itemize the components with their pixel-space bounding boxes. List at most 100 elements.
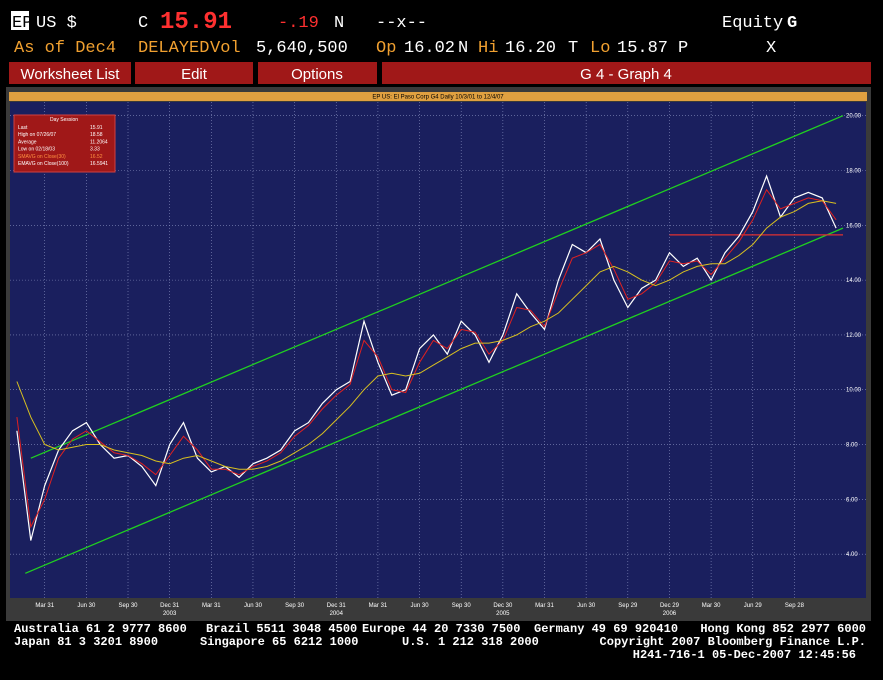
chart-title: EP US: El Paso Corp G4 Daily 10/3/01 to … <box>372 95 504 101</box>
y-tick-label: 18.00 <box>846 169 862 175</box>
footer-text: Europe 44 20 7330 7500 <box>362 622 520 636</box>
menu-label[interactable]: Edit <box>181 66 208 83</box>
series-line <box>16 188 837 529</box>
info-value: 3.33 <box>90 147 100 153</box>
x-year-label: 2003 <box>163 611 177 617</box>
chart-title-bar <box>9 92 867 101</box>
x-tick-label: Dec 29 <box>660 603 680 609</box>
as-of: As of Dec4 <box>14 39 116 58</box>
status: DELAYED <box>138 39 209 58</box>
ticker-box <box>11 11 29 30</box>
menu-button[interactable] <box>9 62 131 84</box>
info-label: Average <box>18 139 37 145</box>
trendline <box>30 115 844 459</box>
screen-title: G 4 - Graph 4 <box>580 66 672 83</box>
footer-text: Singapore 65 6212 1000 <box>200 635 358 649</box>
info-label: Last <box>18 125 28 131</box>
y-tick-label: 6.00 <box>846 497 858 503</box>
info-value: 11.2064 <box>90 139 108 145</box>
info-box-panel <box>13 114 116 173</box>
x-tick-label: Mar 31 <box>202 603 221 609</box>
chart: 4.00 6.00 8.00 10.00 12.00 14.00 16.00 18.00 20.… <box>10 102 866 617</box>
x-tick-label: Dec 31 <box>160 603 180 609</box>
menu-button[interactable] <box>258 62 377 84</box>
info-label: EMAVG on Close(100) <box>18 161 69 167</box>
plot-area <box>10 102 866 598</box>
info-title: Day Session <box>50 117 78 123</box>
trendline <box>25 227 844 574</box>
close-flag: N <box>334 14 344 33</box>
y-tick-label: 20.00 <box>846 114 862 120</box>
open: 16.02 <box>404 39 455 58</box>
footer-text: Copyright 2007 Bloomberg Finance L.P. <box>600 635 866 649</box>
close-price: 15.91 <box>160 9 232 36</box>
high-label: Hi <box>478 39 498 58</box>
x-tick-label: Sep 30 <box>118 603 138 609</box>
x-tick-label: Dec 30 <box>493 603 513 609</box>
menu-bar: Worksheet List Edit Options G 4 - Graph … <box>9 62 871 84</box>
volume: 5,640,500 <box>256 39 348 58</box>
x-tick-label: Jun 30 <box>244 603 263 609</box>
y-tick-label: 4.00 <box>846 552 858 558</box>
y-tick-label: 8.00 <box>846 443 858 449</box>
x-year-label: 2006 <box>663 611 677 617</box>
screen-title-bar <box>382 62 871 84</box>
x-tick-label: Mar 30 <box>702 603 721 609</box>
vol-label: Vol <box>210 39 241 58</box>
info-box: Day Session Last 15.91 High on 07/26/07 18.… <box>13 114 116 173</box>
x-tick-label: Mar 31 <box>369 603 388 609</box>
y-tick-label: 14.00 <box>846 278 862 284</box>
footer-text: Japan 81 3 3201 8900 <box>14 635 158 649</box>
x-tick-label: Jun 30 <box>77 603 96 609</box>
info-value: 18.58 <box>90 132 103 138</box>
low-flag: P <box>678 39 688 58</box>
y-tick-label: 10.00 <box>846 388 862 394</box>
info-label: High on 07/26/07 <box>18 132 56 138</box>
x-tick-label: Mar 31 <box>35 603 54 609</box>
close-x[interactable]: X <box>766 39 776 58</box>
footer-text: Germany 49 69 920410 <box>534 622 678 636</box>
menu-button[interactable] <box>135 62 253 84</box>
open-label: Op <box>376 39 396 58</box>
info-value: 16.52 <box>90 154 103 160</box>
footer-text: H241-716-1 05-Dec-2007 12:45:56 <box>633 648 856 662</box>
x-tick-label: Sep 30 <box>285 603 305 609</box>
x-tick-label: Jun 30 <box>577 603 596 609</box>
x-year-label: 2005 <box>496 611 510 617</box>
info-label: SMAVG on Close(30) <box>18 154 66 160</box>
header: EP US $ C 15.91 -.19 N --x-- Equity G As… <box>11 9 797 58</box>
high-flag: T <box>568 39 578 58</box>
footer-text: U.S. 1 212 318 2000 <box>402 635 539 649</box>
function-key: G <box>787 14 797 33</box>
high: 16.20 <box>505 39 556 58</box>
series-line <box>16 200 837 470</box>
open-flag: N <box>458 39 468 58</box>
y-tick-label: 12.00 <box>846 333 862 339</box>
y-tick-label: 16.00 <box>846 223 862 229</box>
market: US $ <box>36 14 77 33</box>
info-value: 16.5941 <box>90 161 108 167</box>
series-line <box>16 174 837 541</box>
mid: --x-- <box>376 14 427 33</box>
close-label: C <box>138 14 148 33</box>
x-tick-label: Sep 29 <box>618 603 638 609</box>
x-tick-label: Dec 31 <box>327 603 347 609</box>
footer-text: Australia 61 2 9777 8600 <box>14 622 187 636</box>
low: 15.87 <box>617 39 668 58</box>
info-rows: Last 15.91 High on 07/26/07 18.58 Average 11.… <box>18 125 108 167</box>
change: -.19 <box>278 14 319 33</box>
info-value: 15.91 <box>90 125 103 131</box>
x-tick-label: Jun 30 <box>411 603 430 609</box>
x-tick-label: Mar 31 <box>535 603 554 609</box>
sector: Equity <box>722 14 783 33</box>
menu-label[interactable]: Worksheet List <box>21 66 121 83</box>
x-tick-label: Sep 28 <box>785 603 805 609</box>
footer: Australia 61 2 9777 8600 Brazil 5511 304… <box>14 622 866 662</box>
low-label: Lo <box>590 39 610 58</box>
x-tick-label: Sep 30 <box>452 603 472 609</box>
info-label: Low on 02/18/03 <box>18 147 55 153</box>
ticker: EP <box>12 14 32 33</box>
menu-label[interactable]: Options <box>291 66 343 83</box>
footer-text: Brazil 5511 3048 4500 <box>206 622 357 636</box>
